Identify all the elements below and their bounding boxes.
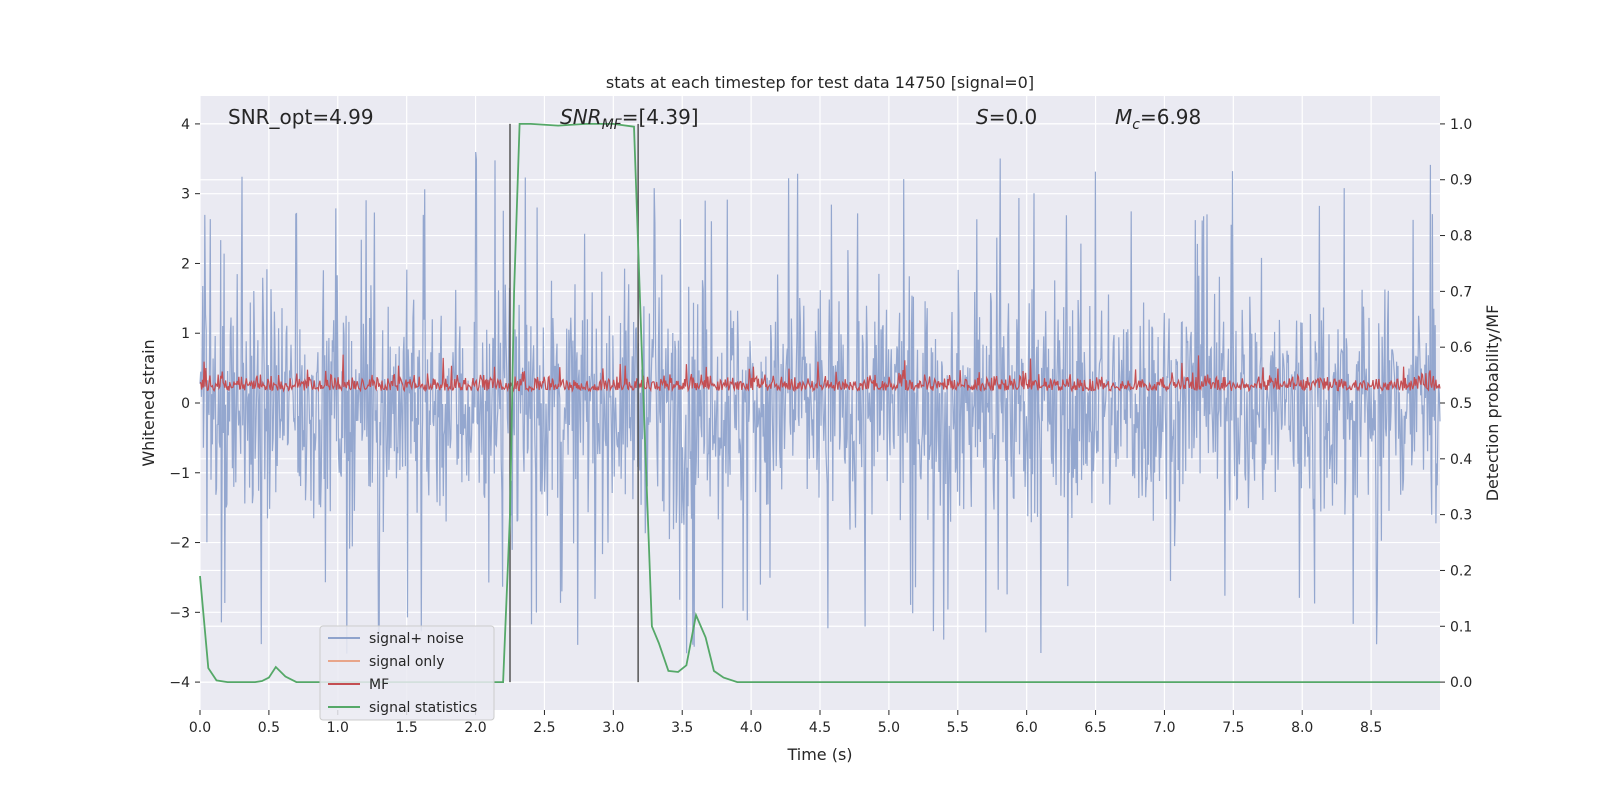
y2-tick-label: 1.0 xyxy=(1450,117,1472,133)
y-tick-label: 0 xyxy=(181,396,190,412)
x-tick-label: 6.0 xyxy=(1016,720,1038,736)
y2-tick-label: 0.0 xyxy=(1450,675,1472,691)
x-tick-label: 3.5 xyxy=(671,720,693,736)
x-tick-label: 5.5 xyxy=(947,720,969,736)
y-tick-label: 2 xyxy=(181,256,190,272)
annotation-snr-mf: SNRMF=[4.39] xyxy=(560,105,699,133)
x-tick-label: 0.5 xyxy=(258,720,280,736)
y2-axis-ticks: 0.0 0.1 0.2 0.3 0.4 0.5 0.6 0.7 0.8 0.9 1.0 xyxy=(1440,117,1472,691)
y2-tick-label: 0.4 xyxy=(1450,452,1472,468)
legend-box xyxy=(319,625,495,721)
y-tick-label: −2 xyxy=(169,536,190,552)
annotation-s-value: =0.0 xyxy=(989,105,1038,129)
x-axis-ticks: 0.0 0.5 1.0 1.5 2.0 2.5 3.0 3.5 4.0 4.5 5.0 5.5 6.0 6… xyxy=(189,710,1382,736)
legend-label-signal-plus-noise: signal+ noise xyxy=(369,631,464,647)
y2-tick-label: 0.8 xyxy=(1450,229,1472,245)
y2-tick-label: 0.3 xyxy=(1450,508,1472,524)
legend-label-mf: MF xyxy=(369,677,389,693)
x-tick-label: 2.0 xyxy=(464,720,486,736)
x-tick-label: 6.5 xyxy=(1084,720,1106,736)
signal-plus-noise-trace xyxy=(199,151,1441,654)
signal-statistics-line xyxy=(199,123,1440,683)
annotation-snr-mf-sub: MF xyxy=(602,117,623,133)
y2-tick-label: 0.6 xyxy=(1450,340,1472,356)
x-tick-label: 0.0 xyxy=(189,720,211,736)
legend-label-signal-statistics: signal statistics xyxy=(369,700,477,716)
y-axis-label: Whitened strain xyxy=(139,339,158,466)
legend: signal+ noise signal only MF signal stat… xyxy=(319,625,495,721)
y2-tick-label: 0.9 xyxy=(1450,173,1472,189)
signal-plus-noise-line xyxy=(199,151,1441,654)
y2-tick-label: 0.7 xyxy=(1450,284,1472,300)
annotation-mc-main: M xyxy=(1115,105,1132,129)
y-tick-label: −3 xyxy=(169,605,190,621)
x-tick-label: 3.0 xyxy=(602,720,624,736)
x-tick-label: 7.0 xyxy=(1153,720,1175,736)
x-axis-label: Time (s) xyxy=(786,745,852,764)
y-tick-label: −4 xyxy=(169,675,190,691)
y-axis-ticks: −4 −3 −2 −1 0 1 2 3 4 xyxy=(169,117,200,691)
x-tick-label: 8.0 xyxy=(1291,720,1313,736)
x-tick-label: 5.0 xyxy=(878,720,900,736)
annotation-mc: Mc=6.98 xyxy=(1115,105,1201,133)
legend-label-signal-only: signal only xyxy=(369,654,444,670)
signal-statistics-trace xyxy=(199,123,1440,683)
y2-tick-label: 0.1 xyxy=(1450,619,1472,635)
x-tick-label: 8.5 xyxy=(1360,720,1382,736)
y-tick-label: −1 xyxy=(169,466,190,482)
x-tick-label: 2.5 xyxy=(533,720,555,736)
y2-axis-label: Detection probability/MF xyxy=(1483,305,1502,502)
annotation-snr-mf-value: =[4.39] xyxy=(622,105,699,129)
y-tick-label: 3 xyxy=(181,187,190,203)
x-tick-label: 7.5 xyxy=(1222,720,1244,736)
annotation-mc-sub: c xyxy=(1132,117,1140,133)
mf-line xyxy=(199,354,1441,393)
chart-title: stats at each timestep for test data 147… xyxy=(606,73,1034,92)
y-tick-label: 4 xyxy=(181,117,190,133)
x-tick-label: 4.5 xyxy=(809,720,831,736)
x-tick-label: 1.5 xyxy=(396,720,418,736)
x-tick-label: 4.0 xyxy=(740,720,762,736)
y2-tick-label: 0.5 xyxy=(1450,396,1472,412)
threshold-lines xyxy=(509,123,639,683)
x-tick-label: 1.0 xyxy=(327,720,349,736)
y2-tick-label: 0.2 xyxy=(1450,563,1472,579)
y-tick-label: 1 xyxy=(181,326,190,342)
annotation-snr-mf-main: SNR xyxy=(560,105,602,129)
annotation-mc-value: =6.98 xyxy=(1140,105,1201,129)
annotation-s: S=0.0 xyxy=(976,105,1037,129)
annotation-snr-opt: SNR_opt=4.99 xyxy=(228,105,374,129)
mf-trace xyxy=(199,354,1441,393)
annotation-s-main: S xyxy=(976,105,989,129)
